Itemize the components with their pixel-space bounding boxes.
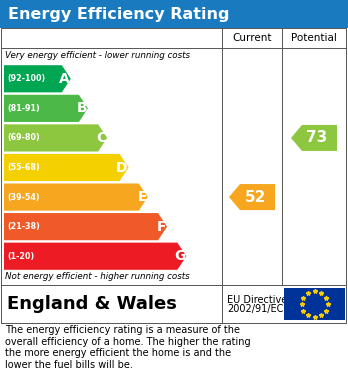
Polygon shape bbox=[4, 95, 88, 122]
Bar bbox=[284, 288, 345, 320]
Text: Not energy efficient - higher running costs: Not energy efficient - higher running co… bbox=[5, 272, 190, 281]
Text: (81-91): (81-91) bbox=[7, 104, 40, 113]
Bar bbox=[0, 0, 348, 28]
Text: G: G bbox=[174, 249, 185, 263]
Polygon shape bbox=[4, 213, 167, 240]
Bar bbox=[1, 285, 346, 323]
Text: Current: Current bbox=[232, 33, 272, 43]
Text: (21-38): (21-38) bbox=[7, 222, 40, 231]
Polygon shape bbox=[4, 154, 128, 181]
Text: 2002/91/EC: 2002/91/EC bbox=[227, 304, 283, 314]
Text: (1-20): (1-20) bbox=[7, 252, 34, 261]
Text: 52: 52 bbox=[244, 190, 266, 204]
Text: The energy efficiency rating is a measure of the
overall efficiency of a home. T: The energy efficiency rating is a measur… bbox=[5, 325, 251, 370]
Polygon shape bbox=[291, 125, 337, 151]
Polygon shape bbox=[4, 183, 148, 211]
Text: EU Directive: EU Directive bbox=[227, 295, 287, 305]
Text: A: A bbox=[59, 72, 70, 86]
Text: E: E bbox=[137, 190, 147, 204]
Text: England & Wales: England & Wales bbox=[7, 295, 177, 313]
Text: Very energy efficient - lower running costs: Very energy efficient - lower running co… bbox=[5, 51, 190, 60]
Text: (55-68): (55-68) bbox=[7, 163, 40, 172]
Polygon shape bbox=[229, 184, 275, 210]
Text: (69-80): (69-80) bbox=[7, 133, 40, 142]
Text: (92-100): (92-100) bbox=[7, 74, 45, 83]
Text: 73: 73 bbox=[306, 131, 327, 145]
Text: C: C bbox=[96, 131, 106, 145]
Text: D: D bbox=[116, 160, 128, 174]
Text: Potential: Potential bbox=[291, 33, 337, 43]
Bar bbox=[1, 28, 346, 285]
Text: Energy Efficiency Rating: Energy Efficiency Rating bbox=[8, 7, 229, 22]
Polygon shape bbox=[4, 65, 71, 92]
Text: F: F bbox=[157, 220, 166, 234]
Text: B: B bbox=[76, 101, 87, 115]
Text: (39-54): (39-54) bbox=[7, 193, 40, 202]
Polygon shape bbox=[4, 124, 107, 152]
Polygon shape bbox=[4, 243, 186, 270]
